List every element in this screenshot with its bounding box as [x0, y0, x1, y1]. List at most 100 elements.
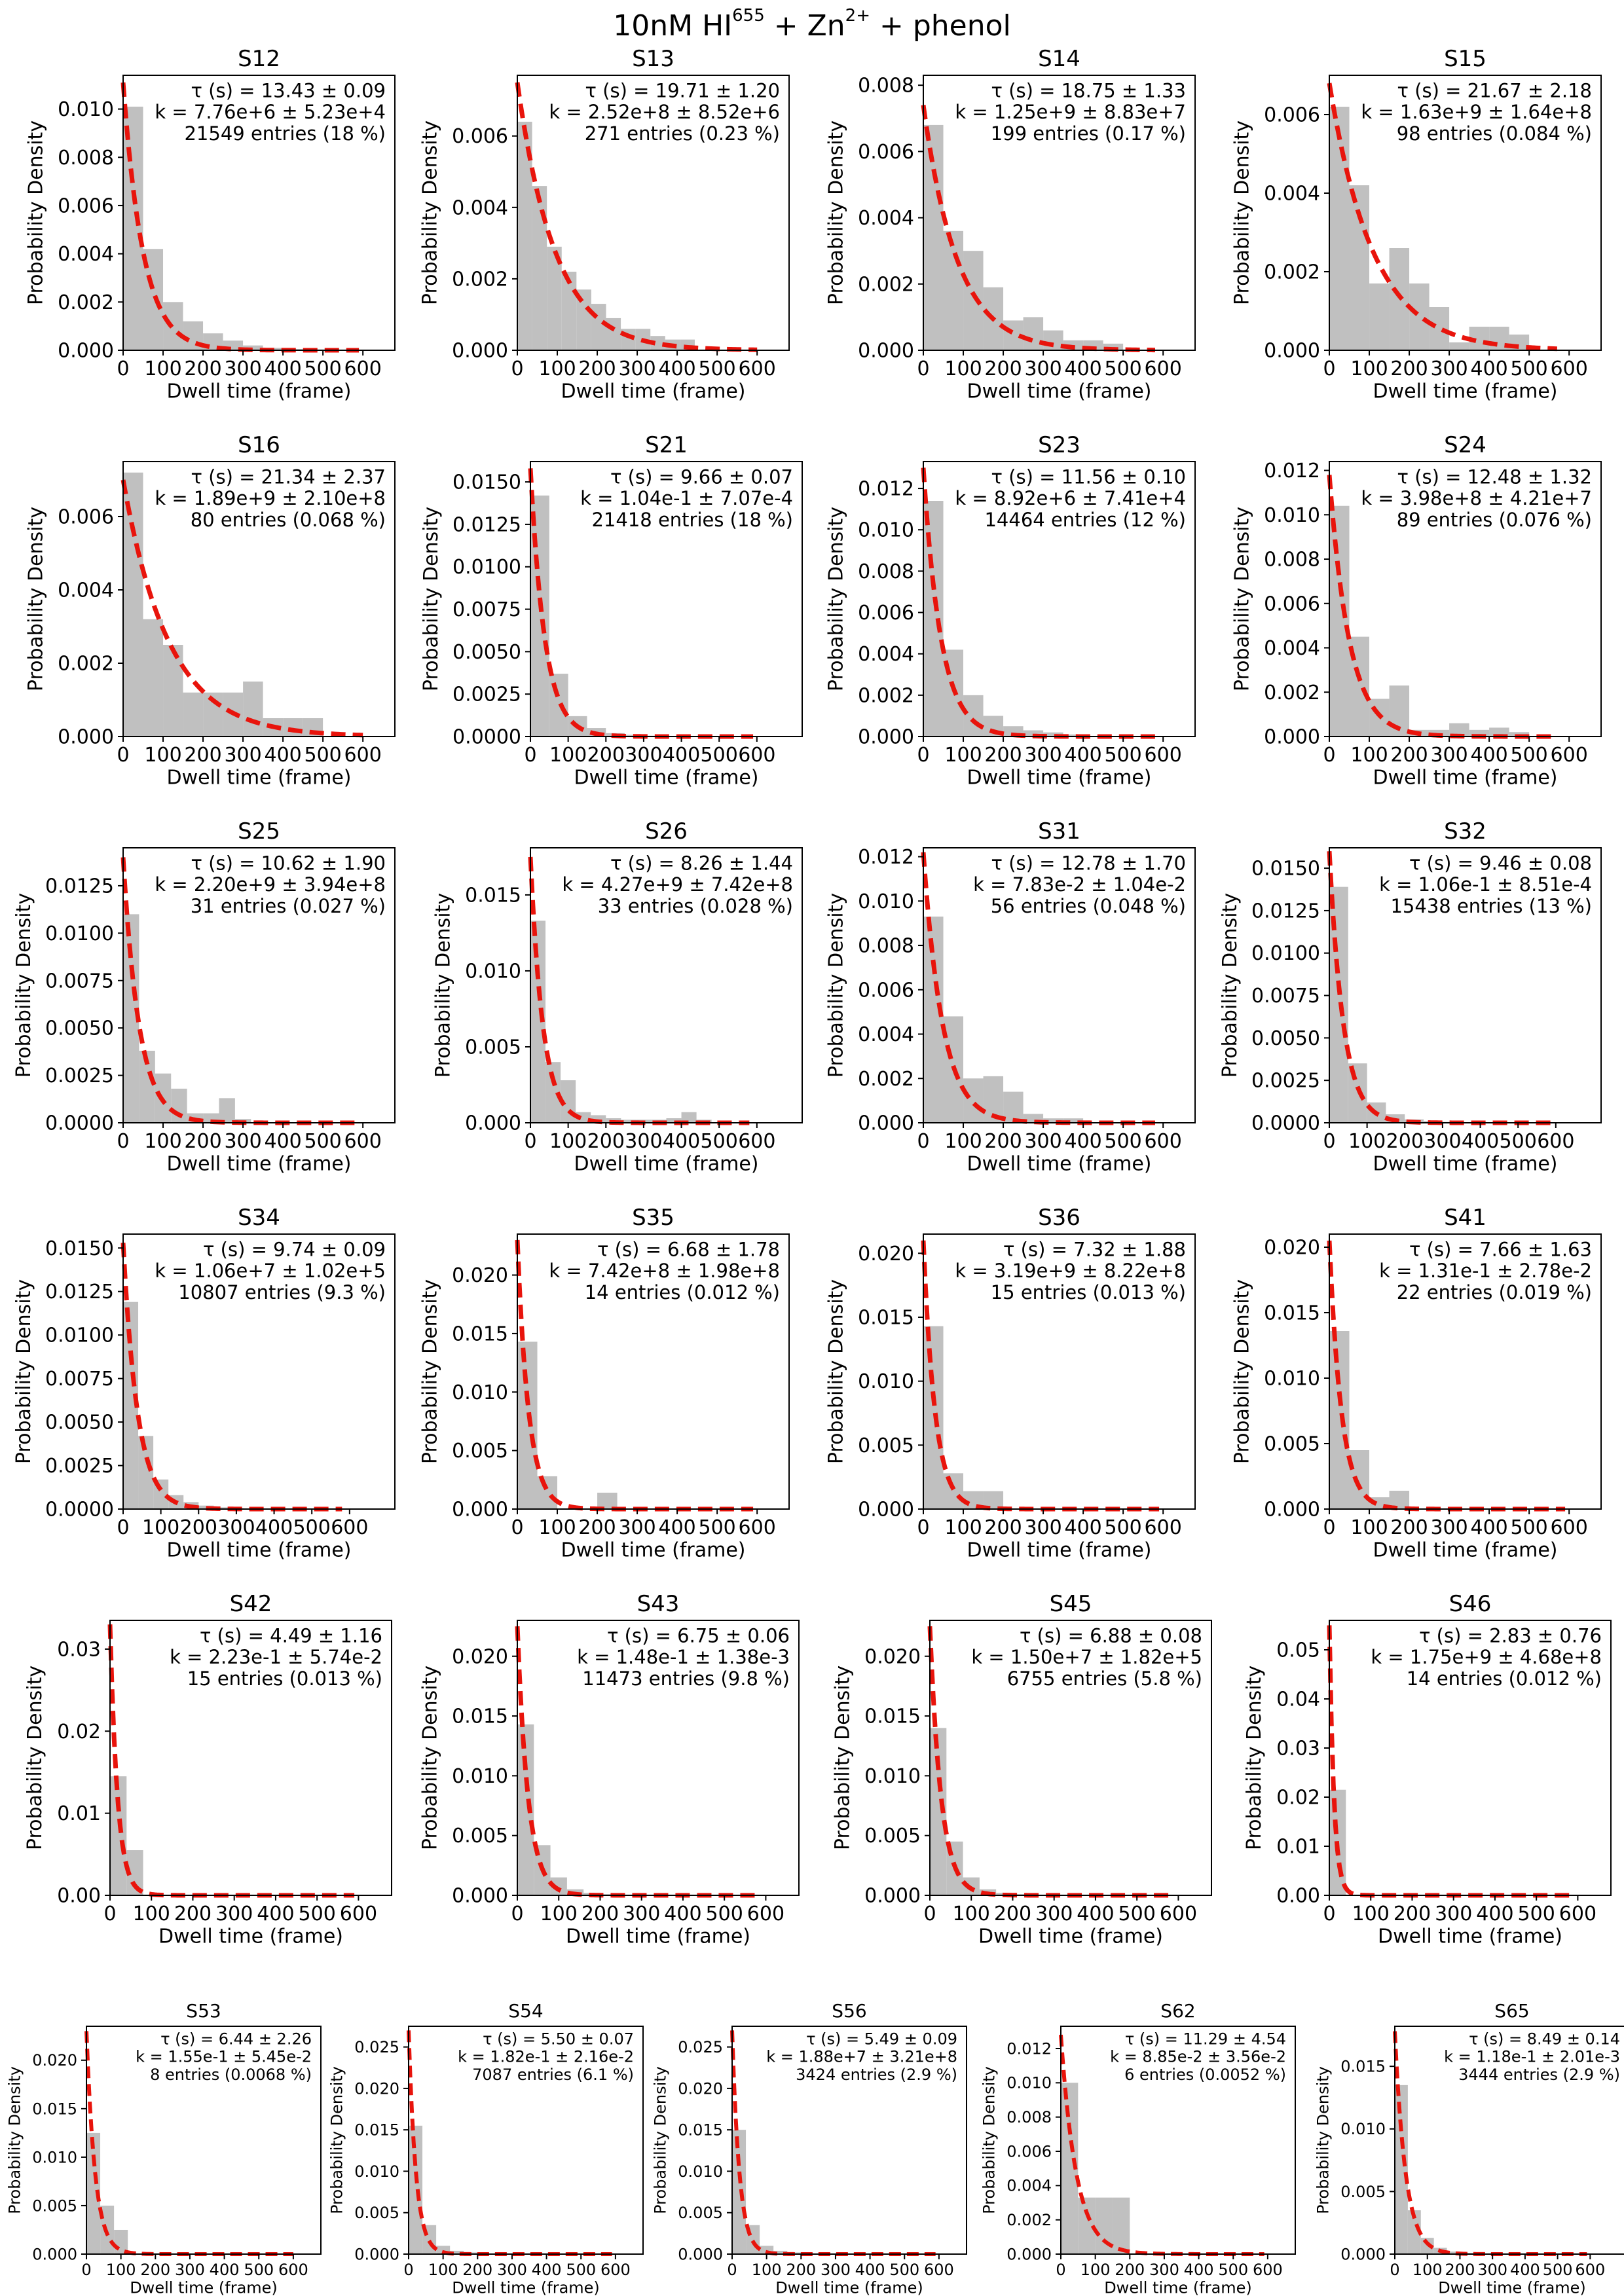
- y-tick-label: 0.002: [1264, 261, 1320, 284]
- histogram-bar: [597, 1492, 618, 1509]
- x-tick-label: 500: [304, 357, 342, 380]
- panel-title: S56: [832, 2000, 866, 2022]
- x-tick-label: 200: [1386, 1130, 1424, 1153]
- histogram-bar: [219, 1098, 235, 1123]
- y-tick-label: 0.01: [57, 1802, 101, 1825]
- x-tick-label: 400: [664, 1903, 701, 1925]
- x-tick-label: 500: [1105, 357, 1142, 380]
- x-axis-label: Dwell time (frame): [775, 2279, 923, 2296]
- fit-annotation-line: k = 1.25e+9 ± 8.83e+7: [955, 101, 1186, 123]
- panel-title: S26: [645, 818, 688, 845]
- x-tick-label: 100: [953, 1903, 990, 1925]
- histogram-bar: [576, 1112, 591, 1123]
- x-tick-label: 200: [984, 1516, 1022, 1539]
- fit-annotation-line: τ (s) = 12.78 ± 1.70: [991, 852, 1186, 874]
- x-tick-label: 600: [1145, 357, 1182, 380]
- x-tick-label: 300: [1024, 1516, 1061, 1539]
- x-tick-label: 600: [1551, 1516, 1588, 1539]
- y-tick-label: 0.004: [1264, 637, 1320, 660]
- y-tick-label: 0.005: [678, 2204, 723, 2222]
- y-tick-label: 0.012: [1006, 2039, 1052, 2058]
- histogram-bar: [650, 336, 665, 350]
- panel-title: S31: [1038, 818, 1080, 845]
- axes-frame: [1329, 847, 1602, 1123]
- y-tick-label: 0.004: [58, 243, 114, 266]
- panel-title: S12: [238, 46, 280, 72]
- x-tick-label: 600: [1559, 1903, 1596, 1925]
- x-tick-label: 400: [1064, 744, 1101, 767]
- x-tick-label: 600: [747, 1903, 784, 1925]
- fit-annotation-line: k = 2.20e+9 ± 3.94e+8: [155, 873, 386, 896]
- histogram-bar: [1023, 730, 1044, 737]
- panel-title: S16: [238, 432, 280, 458]
- x-tick-label: 200: [581, 1903, 619, 1925]
- x-axis-label: Dwell time (frame): [561, 1539, 746, 1562]
- x-tick-label: 500: [1543, 2261, 1573, 2279]
- histogram-bar: [1043, 330, 1063, 350]
- panel-s24: 0 100 200 300 400 500 600 0.000 0.002 0.004 0.006 0…: [1231, 432, 1602, 790]
- title-main: 10nM HI: [613, 9, 732, 43]
- histogram-bar: [545, 1062, 561, 1123]
- x-tick-label: 600: [739, 357, 776, 380]
- x-axis-label: Dwell time (frame): [574, 767, 759, 790]
- fit-annotation-line: k = 7.83e-2 ± 1.04e-2: [973, 873, 1186, 896]
- x-tick-label: 100: [142, 1516, 179, 1539]
- x-tick-label: 100: [944, 1130, 982, 1153]
- y-tick-label: 0.000: [452, 1885, 508, 1908]
- y-tick-label: 0.010: [858, 519, 914, 542]
- y-tick-label: 0.000: [32, 2245, 77, 2263]
- x-tick-label: 200: [984, 744, 1022, 767]
- panel-s34: 0 100 200 300 400 500 600 0.0000 0.0025 0.0050 0.0…: [12, 1205, 396, 1562]
- panel-s31: 0 100 200 300 400 500 600 0.000 0.002 0.004 0.006 0…: [825, 818, 1196, 1176]
- panel-title: S25: [238, 818, 280, 845]
- panel-s35: 0 100 200 300 400 500 600 0.000 0.005 0.010 0.015 0…: [419, 1205, 790, 1562]
- x-tick-label: 400: [658, 357, 695, 380]
- x-tick-label: 0: [103, 1903, 116, 1925]
- fit-annotation-line: 7087 entries (6.1 %): [472, 2066, 634, 2084]
- exponential-fit-line: [407, 2030, 612, 2256]
- x-tick-label: 400: [855, 2261, 885, 2279]
- axes-frame: [86, 2026, 322, 2255]
- fit-annotation-line: τ (s) = 8.49 ± 0.14: [1469, 2030, 1620, 2049]
- panel-title: S24: [1444, 432, 1486, 458]
- fit-annotation-line: k = 2.52e+8 ± 8.52e+6: [549, 101, 780, 123]
- y-tick-label: 0.0050: [45, 1017, 114, 1040]
- x-tick-label: 600: [738, 744, 775, 767]
- y-tick-label: 0.008: [1264, 549, 1320, 572]
- axes-frame: [731, 2026, 967, 2255]
- x-tick-label: 400: [663, 1130, 700, 1153]
- y-tick-label: 0.010: [1264, 504, 1320, 527]
- x-tick-label: 500: [889, 2261, 919, 2279]
- x-tick-label: 200: [184, 744, 221, 767]
- fit-annotation-line: k = 1.06e+7 ± 1.02e+5: [155, 1260, 386, 1282]
- y-tick-label: 0.000: [858, 340, 914, 363]
- panel-title: S35: [632, 1205, 674, 1231]
- histogram-bar: [163, 645, 183, 737]
- y-tick-label: 0.015: [452, 1322, 508, 1345]
- x-tick-label: 600: [600, 2261, 631, 2279]
- y-tick-label: 0.002: [858, 1068, 914, 1091]
- y-axis-label: Probability Density: [1231, 120, 1254, 305]
- y-tick-label: 0.020: [354, 2079, 399, 2098]
- x-tick-label: 500: [244, 2261, 274, 2279]
- x-tick-label: 500: [701, 1130, 738, 1153]
- axes-frame: [923, 1233, 1196, 1510]
- fit-annotation-line: k = 1.06e-1 ± 8.51e-4: [1379, 873, 1592, 896]
- x-tick-label: 0: [117, 744, 129, 767]
- x-tick-label: 100: [144, 1130, 181, 1153]
- panel-title: S34: [238, 1205, 280, 1231]
- x-tick-label: 500: [1500, 1130, 1537, 1153]
- fit-annotation-line: k = 1.18e-1 ± 2.01e-3: [1444, 2048, 1620, 2066]
- fit-annotation-line: k = 1.75e+9 ± 4.68e+8: [1371, 1646, 1602, 1668]
- histogram-bar: [963, 695, 984, 737]
- x-tick-label: 0: [923, 1903, 936, 1925]
- y-tick-label: 0.0125: [1251, 900, 1320, 922]
- histogram-bar: [530, 920, 546, 1123]
- y-tick-label: 0.005: [858, 1434, 914, 1457]
- y-tick-label: 0.004: [1264, 183, 1320, 206]
- x-axis-label: Dwell time (frame): [167, 1539, 352, 1562]
- y-tick-label: 0.04: [1276, 1688, 1320, 1711]
- x-tick-label: 300: [497, 2261, 527, 2279]
- x-tick-label: 0: [524, 744, 536, 767]
- y-axis-label: Probability Density: [651, 2066, 669, 2214]
